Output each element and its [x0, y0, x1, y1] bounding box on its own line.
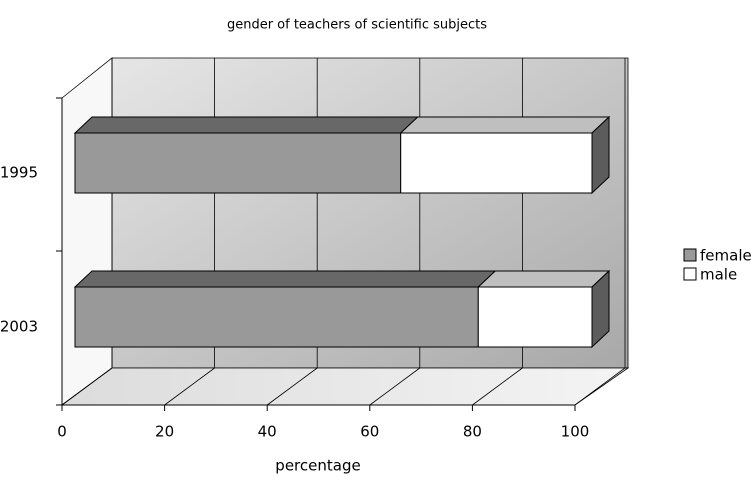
legend-swatch [683, 248, 697, 262]
x-tick-label: 100 [561, 423, 590, 441]
bar-front [74, 286, 479, 348]
legend-label: female [700, 247, 752, 265]
floor [60, 367, 630, 406]
grid-line [164, 367, 215, 406]
chart-title: gender of teachers of scientific subject… [227, 18, 487, 33]
x-tick-label: 80 [463, 423, 482, 441]
bar-front [400, 132, 593, 194]
bar [73, 116, 419, 194]
y-tick-label: 2003 [0, 318, 38, 336]
grid-line [472, 367, 523, 406]
grid-line [574, 367, 626, 406]
bar [476, 269, 611, 349]
x-tick-label: 40 [258, 423, 277, 441]
side-wall [61, 57, 113, 406]
grid-line [266, 367, 318, 406]
y-tick-label: 1995 [0, 164, 38, 182]
bar-front [74, 132, 402, 194]
x-tick-label: 60 [360, 423, 379, 441]
x-tick-label: 0 [57, 423, 67, 441]
grid-line [369, 367, 421, 406]
bar-front [477, 286, 593, 348]
legend-label: male [700, 266, 737, 284]
bar-top [73, 116, 419, 134]
legend-swatch [683, 267, 697, 281]
bar-side [591, 115, 610, 195]
bar-top [73, 270, 497, 288]
x-tick-label: 20 [155, 423, 174, 441]
grid-line [61, 367, 113, 406]
x-axis-label: percentage [275, 457, 360, 475]
bar [399, 115, 611, 195]
bar-top [476, 270, 611, 288]
bar-side [591, 269, 610, 349]
bar [73, 270, 497, 348]
bar-top [399, 116, 611, 134]
